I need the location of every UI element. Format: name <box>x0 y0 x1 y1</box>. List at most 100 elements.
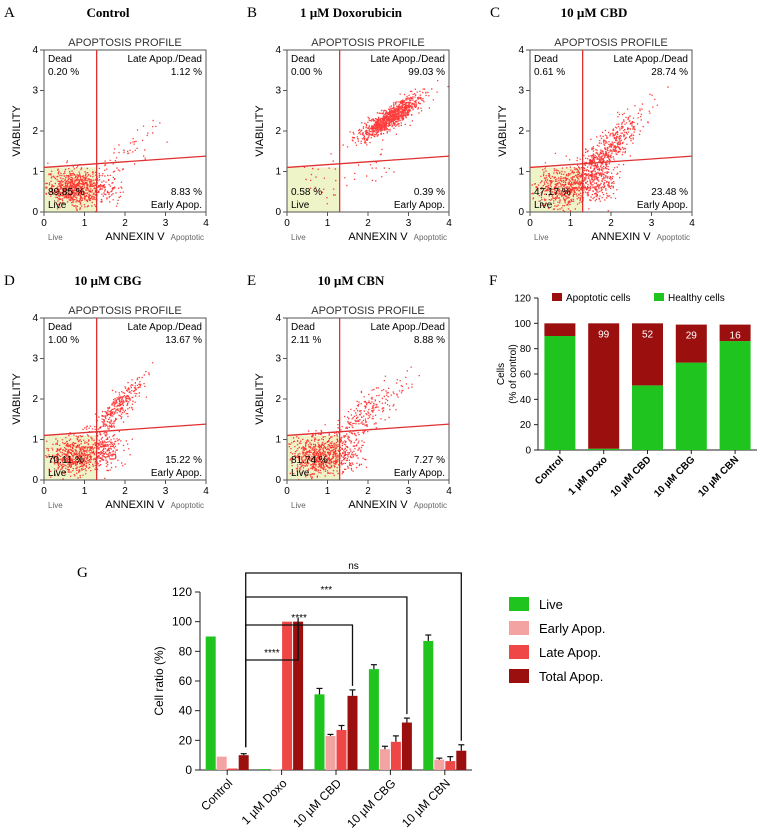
bar-total-apop- <box>347 695 358 770</box>
bar-early-apop- <box>216 756 227 770</box>
y-tick-label: 2 <box>275 394 281 405</box>
x-axis-label: ANNEXIN V <box>105 499 165 511</box>
live-label: Live <box>534 200 553 211</box>
y-axis-label: VIABILITY <box>11 105 23 157</box>
apoptosis-profile-title: APOPTOSIS PROFILE <box>68 37 182 49</box>
x-tick-label: 4 <box>446 486 452 497</box>
x-apoptotic-note: Apoptotic <box>414 501 447 510</box>
live-label: Live <box>291 200 310 211</box>
flow-panel-a: A Control APOPTOSIS PROFILE Dead 0.20 % Late … <box>4 5 209 243</box>
y-tick-label: 4 <box>32 45 38 56</box>
y-tick-label: 2 <box>518 126 524 137</box>
x-live-note: Live <box>48 501 63 510</box>
legend-label: Healthy cells <box>668 293 725 304</box>
y-tick-label: 3 <box>32 354 38 365</box>
bar-late-apop- <box>227 768 238 770</box>
x-axis-label: ANNEXIN V <box>348 231 408 243</box>
x-tick-label: 2 <box>122 218 128 229</box>
scatter-points <box>531 86 669 213</box>
early-label: Early Apop. <box>151 468 202 479</box>
x-tick-label: 10 µM CBN <box>696 454 741 499</box>
x-tick-label: 4 <box>203 218 209 229</box>
x-tick-label: 1 <box>82 218 88 229</box>
early-percent: 7.27 % <box>414 455 445 466</box>
y-tick-label: 1 <box>32 167 38 178</box>
late-label: Late Apop./Dead <box>127 322 202 333</box>
bar-value-label: 29 <box>686 331 698 342</box>
x-axis-label: ANNEXIN V <box>105 231 165 243</box>
legend-swatch <box>509 597 529 611</box>
x-tick-label: 1 <box>82 486 88 497</box>
bar-live <box>260 769 271 770</box>
flow-panel-c: C 10 µM CBD APOPTOSIS PROFILE Dead 0.61 % Lat… <box>490 5 695 243</box>
y-tick-label: 2 <box>32 394 38 405</box>
y-tick-label: 0 <box>518 207 524 218</box>
late-percent: 13.67 % <box>165 335 202 346</box>
live-label: Live <box>291 468 310 479</box>
y-tick-label: 0 <box>275 207 281 218</box>
x-tick-label: 1 <box>325 218 331 229</box>
y-tick-label: 40 <box>520 395 532 406</box>
bar-segment-healthy-cells <box>719 341 751 450</box>
y-tick-label: 3 <box>275 354 281 365</box>
legend-swatch <box>654 293 664 301</box>
bar-early-apop- <box>379 749 390 770</box>
flow-panel-d: D 10 µM CBG APOPTOSIS PROFILE Dead 1.00 % Lat… <box>4 273 209 511</box>
y-tick-label: 100 <box>514 319 531 330</box>
y-tick-label: 20 <box>520 420 532 431</box>
live-label: Live <box>48 200 67 211</box>
early-label: Early Apop. <box>394 468 445 479</box>
bar-segment-apoptotic-cells <box>675 324 707 363</box>
gate-horizontal <box>43 423 207 437</box>
y-tick-label: 2 <box>275 126 281 137</box>
bar-value-label: 99 <box>598 329 610 340</box>
y-tick-label: 0 <box>32 475 38 486</box>
apoptosis-profile-title: APOPTOSIS PROFILE <box>311 37 425 49</box>
x-apoptotic-note: Apoptotic <box>414 233 447 242</box>
significance-bracket <box>245 596 408 748</box>
scatter-points <box>45 119 168 213</box>
legend-label: Late Apop. <box>539 645 601 660</box>
x-tick-label: 4 <box>446 218 452 229</box>
x-tick-label: 2 <box>608 218 614 229</box>
significance-label: *** <box>320 585 332 596</box>
bar-total-apop- <box>401 722 412 770</box>
bar-live <box>205 636 216 770</box>
x-tick-label: 3 <box>406 486 412 497</box>
live-percent: 81.74 % <box>291 455 328 466</box>
scatter-points <box>45 362 154 480</box>
y-tick-label: 60 <box>520 370 532 381</box>
x-tick-label: 3 <box>163 218 169 229</box>
live-percent: 89.85 % <box>48 187 85 198</box>
y-tick-label: 20 <box>179 733 193 747</box>
x-tick-label: 1 µM Doxo <box>567 454 610 497</box>
x-live-note: Live <box>291 233 306 242</box>
legend-label: Early Apop. <box>539 621 606 636</box>
dead-label: Dead <box>291 54 315 65</box>
panel-letter: B <box>247 5 257 21</box>
panel-letter: G <box>77 565 88 581</box>
y-tick-label: 4 <box>275 313 281 324</box>
bar-segment-apoptotic-cells <box>719 324 751 342</box>
legend-swatch <box>509 645 529 659</box>
x-live-note: Live <box>291 501 306 510</box>
y-tick-label: 60 <box>179 674 193 688</box>
y-tick-label: 0 <box>275 475 281 486</box>
panel-title: 10 µM CBG <box>74 273 141 288</box>
dead-percent: 0.61 % <box>534 67 565 78</box>
dead-percent: 2.11 % <box>291 335 321 346</box>
gate-horizontal <box>286 155 450 169</box>
bar-segment-healthy-cells <box>632 385 663 450</box>
x-tick-label: 1 <box>568 218 574 229</box>
x-tick-label: 0 <box>41 486 47 497</box>
dead-percent: 0.00 % <box>291 67 322 78</box>
dead-label: Dead <box>48 322 72 333</box>
early-percent: 8.83 % <box>171 187 202 198</box>
early-label: Early Apop. <box>151 200 202 211</box>
scatter-points <box>303 80 449 205</box>
bar-early-apop- <box>434 759 445 770</box>
y-tick-label: 4 <box>518 45 524 56</box>
dead-percent: 0.20 % <box>48 67 79 78</box>
y-tick-label: 3 <box>32 86 38 97</box>
late-label: Late Apop./Dead <box>613 54 688 65</box>
